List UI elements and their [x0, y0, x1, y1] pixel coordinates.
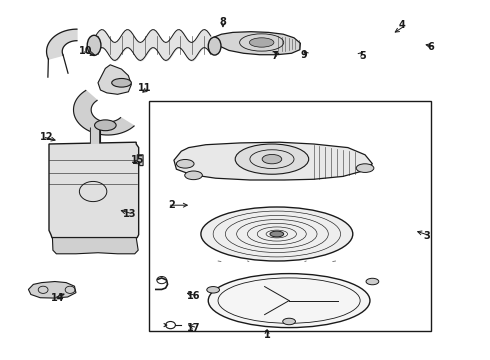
Ellipse shape: [249, 38, 274, 47]
Text: 12: 12: [40, 132, 53, 142]
Polygon shape: [174, 142, 372, 180]
Text: 3: 3: [423, 231, 430, 241]
Text: 2: 2: [168, 200, 175, 210]
Polygon shape: [28, 282, 76, 298]
Text: 10: 10: [79, 46, 93, 56]
Ellipse shape: [356, 164, 374, 172]
Polygon shape: [52, 238, 138, 254]
Ellipse shape: [95, 120, 116, 131]
Text: 11: 11: [138, 83, 151, 93]
Text: 1: 1: [264, 330, 270, 340]
Polygon shape: [49, 142, 139, 238]
Ellipse shape: [270, 231, 284, 237]
Ellipse shape: [235, 144, 309, 174]
Ellipse shape: [366, 278, 379, 285]
Text: 9: 9: [300, 50, 307, 60]
Ellipse shape: [201, 207, 353, 261]
Ellipse shape: [207, 287, 220, 293]
Ellipse shape: [185, 171, 202, 180]
Text: 15: 15: [130, 155, 144, 165]
Text: 7: 7: [271, 51, 278, 61]
Polygon shape: [214, 32, 300, 55]
Ellipse shape: [262, 154, 282, 164]
Ellipse shape: [112, 78, 131, 87]
Text: 8: 8: [220, 17, 226, 27]
Text: 17: 17: [187, 323, 200, 333]
Bar: [149, 101, 431, 331]
Ellipse shape: [208, 37, 221, 55]
Polygon shape: [47, 29, 77, 59]
Ellipse shape: [87, 35, 101, 55]
Ellipse shape: [176, 159, 194, 168]
Text: 13: 13: [123, 209, 137, 219]
Polygon shape: [98, 65, 131, 94]
Text: 4: 4: [398, 20, 405, 30]
Text: 16: 16: [187, 291, 200, 301]
Ellipse shape: [208, 274, 370, 328]
Polygon shape: [74, 90, 134, 135]
Polygon shape: [137, 155, 143, 166]
Text: 5: 5: [359, 51, 366, 61]
Text: 14: 14: [51, 293, 65, 303]
Text: 6: 6: [428, 42, 435, 52]
Ellipse shape: [283, 318, 295, 325]
